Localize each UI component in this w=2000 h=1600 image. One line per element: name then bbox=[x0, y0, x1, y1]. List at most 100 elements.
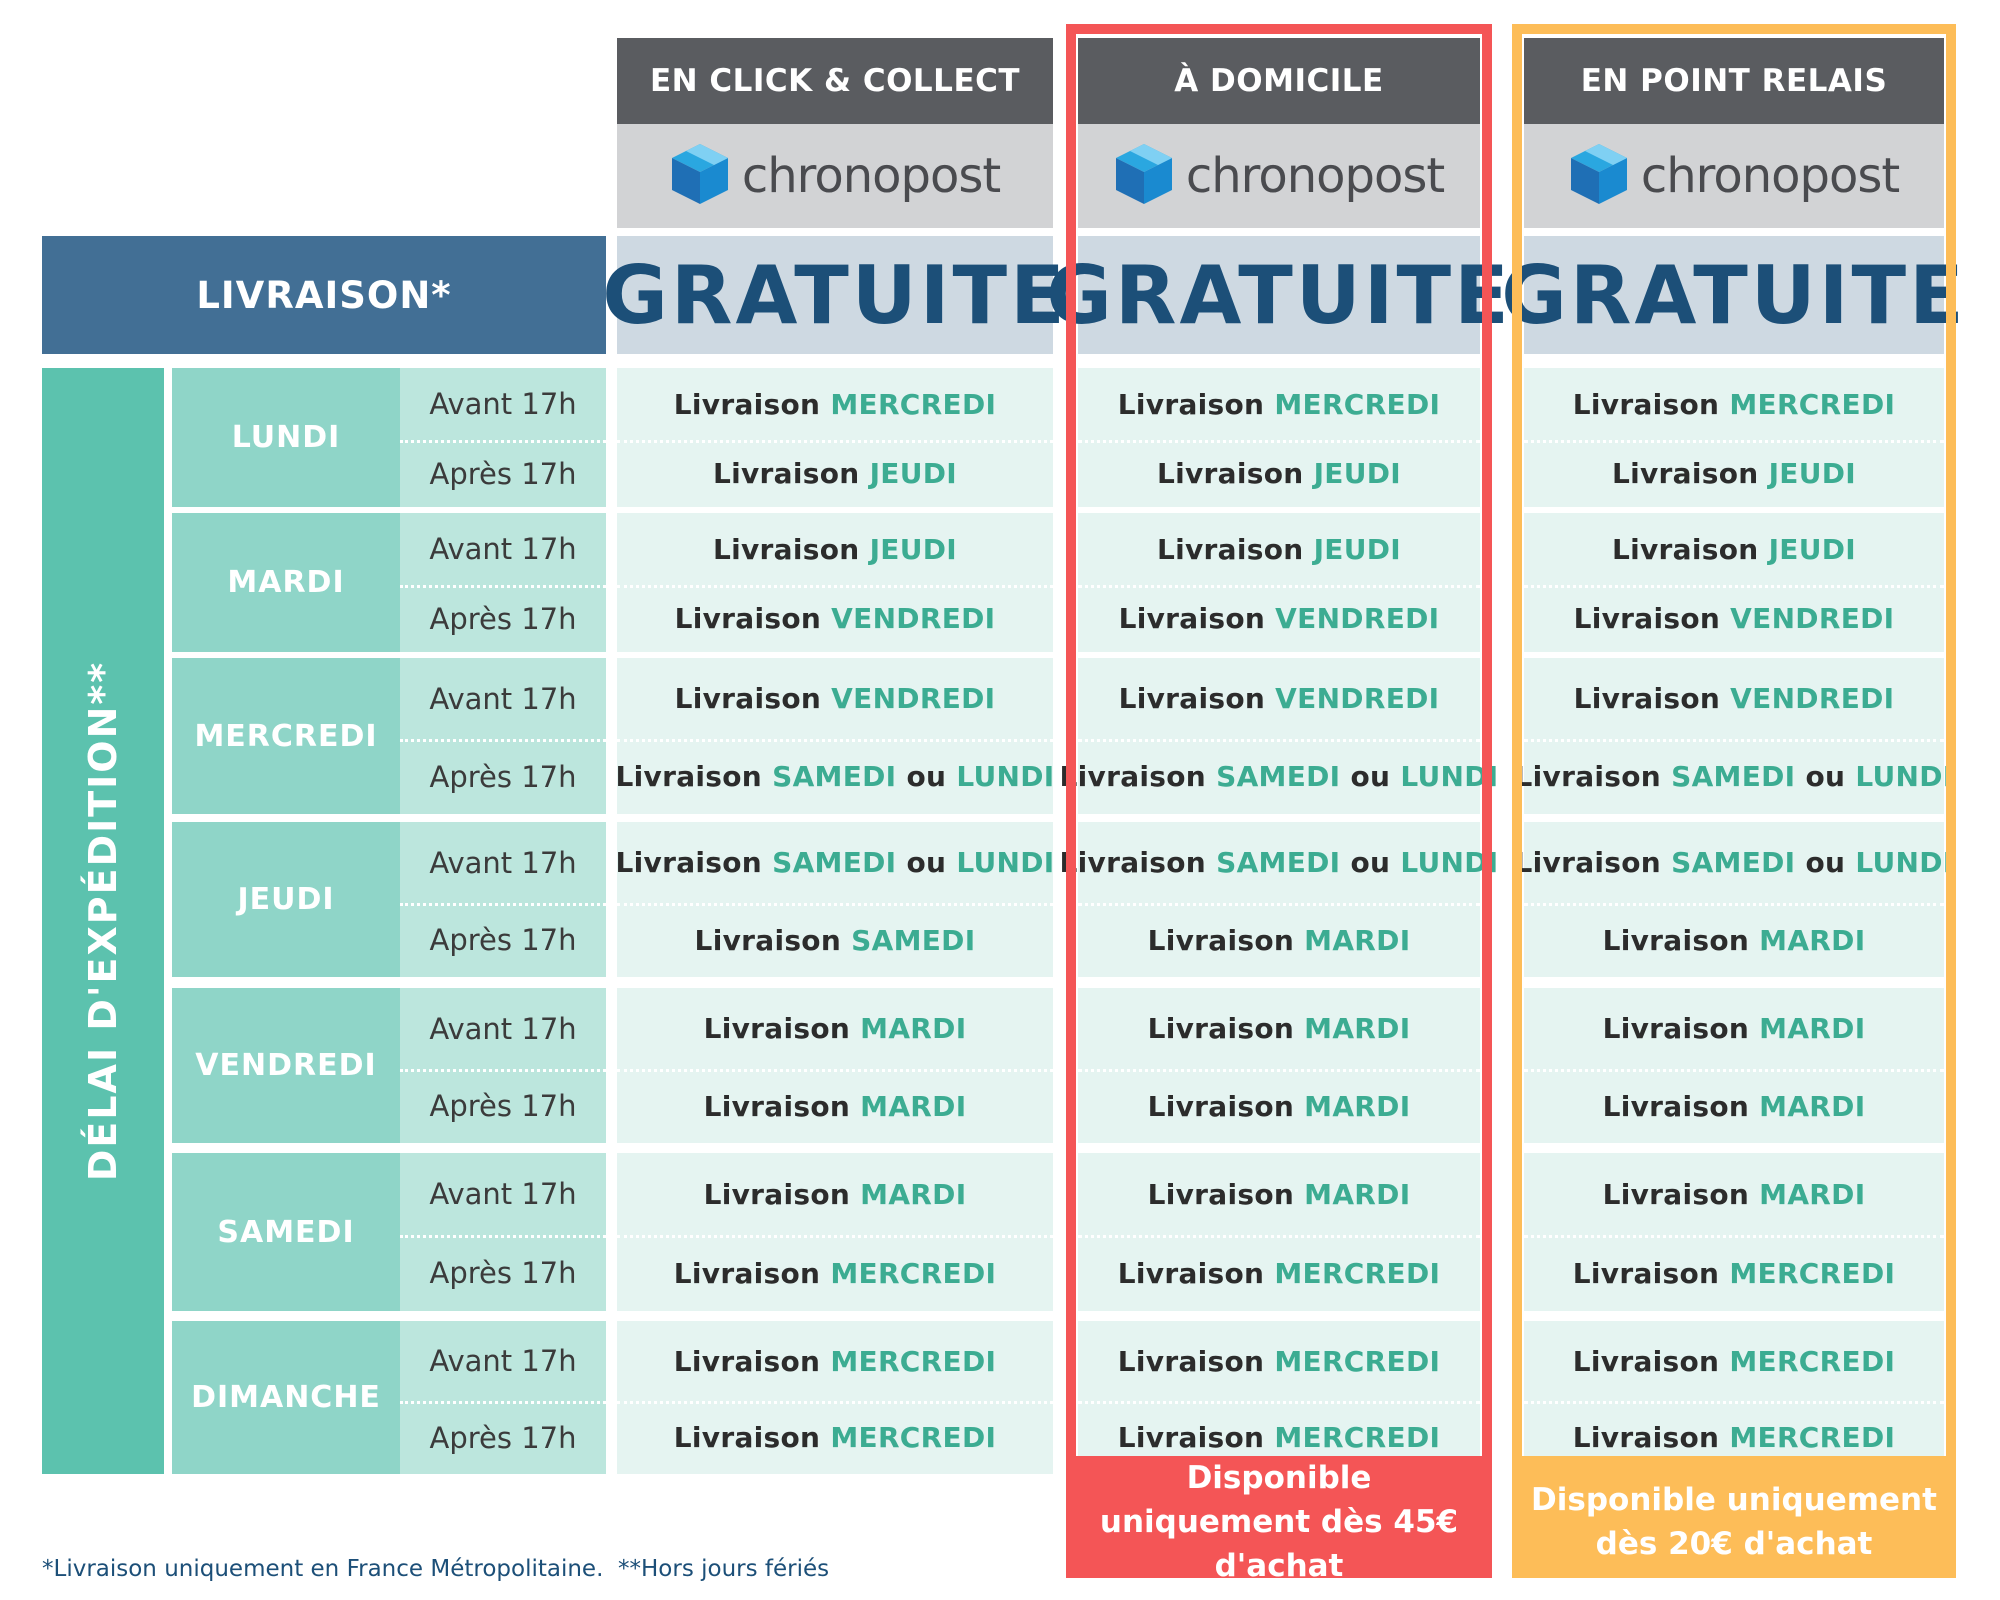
delivery-entry: Livraison JEUDI bbox=[713, 533, 957, 566]
delivery-prefix: Livraison bbox=[1059, 760, 1207, 793]
delivery-day-name: MERCREDI bbox=[1729, 387, 1896, 421]
chronopost-logo: chronopost bbox=[670, 142, 1001, 210]
delivery-day-name: JEUDI bbox=[869, 532, 958, 566]
delivery-prefix: Livraison bbox=[1572, 387, 1720, 421]
delivery-day-name: LUNDI bbox=[1855, 846, 1954, 879]
delivery-day-name: LUNDI bbox=[956, 846, 1055, 879]
delivery-day-name: MERCREDI bbox=[1274, 387, 1441, 421]
delivery-cell: Livraison MARDI Livraison MARDI bbox=[1524, 988, 1944, 1143]
delivery-after-17h: Livraison MERCREDI bbox=[1524, 1401, 1944, 1474]
delivery-cell: Livraison MERCREDI Livraison MERCREDI bbox=[617, 1321, 1053, 1474]
delivery-after-17h: Livraison VENDREDI bbox=[1078, 585, 1480, 652]
or-text: ou bbox=[1805, 760, 1846, 793]
delivery-after-17h: Livraison MERCREDI bbox=[617, 1401, 1053, 1474]
delivery-day-name: LUNDI bbox=[1400, 846, 1499, 879]
delivery-day-name: JEUDI bbox=[1768, 457, 1857, 490]
dotted-divider bbox=[400, 1069, 606, 1072]
delivery-entry: Livraison MERCREDI bbox=[674, 1421, 996, 1454]
delivery-before-17h: Livraison MARDI bbox=[1524, 1153, 1944, 1235]
delivery-entry: Livraison VENDREDI bbox=[1119, 682, 1440, 715]
delivery-day-name: JEUDI bbox=[869, 457, 958, 490]
delivery-after-17h: Livraison MARDI bbox=[1524, 903, 1944, 977]
delivery-prefix: Livraison bbox=[712, 457, 860, 490]
time-after-17h: Après 17h bbox=[429, 456, 577, 491]
delivery-day-name: MARDI bbox=[1759, 1177, 1866, 1211]
delivery-after-17h: Livraison MARDI bbox=[1078, 1069, 1480, 1143]
dotted-divider bbox=[617, 903, 1053, 906]
delivery-after-17h: Livraison SAMEDI bbox=[617, 903, 1053, 977]
delai-expedition-label: DÉLAI D'EXPÉDITION** bbox=[81, 660, 126, 1182]
delivery-day-name: SAMEDI bbox=[1216, 760, 1341, 793]
delivery-prefix: Livraison bbox=[1059, 846, 1207, 879]
time-block: Avant 17h Après 17h bbox=[400, 368, 606, 507]
delivery-after-17h: Livraison SAMEDI ou LUNDI bbox=[616, 739, 1055, 814]
delivery-cell: Livraison MERCREDI Livraison MERCREDI bbox=[1524, 1321, 1944, 1474]
chronopost-box-icon bbox=[1114, 142, 1174, 210]
time-before-17h: Avant 17h bbox=[429, 1344, 577, 1378]
delivery-entry: Livraison SAMEDI bbox=[695, 924, 976, 957]
delivery-cell: Livraison MARDI Livraison MERCREDI bbox=[617, 1153, 1053, 1311]
delivery-day-name: VENDREDI bbox=[1275, 602, 1440, 635]
logo-text: chronopost bbox=[1640, 148, 1900, 204]
delivery-after-17h: Livraison MERCREDI bbox=[1524, 1235, 1944, 1311]
delivery-entry: Livraison MERCREDI bbox=[1118, 1257, 1440, 1290]
dotted-divider bbox=[617, 1235, 1053, 1238]
delivery-day-name: LUNDI bbox=[1400, 760, 1499, 793]
delivery-prefix: Livraison bbox=[1117, 1421, 1265, 1454]
delivery-prefix: Livraison bbox=[1514, 846, 1662, 879]
delivery-prefix: Livraison bbox=[1602, 1177, 1750, 1211]
dotted-divider bbox=[617, 585, 1053, 588]
price-label: GRATUITE bbox=[1501, 236, 1964, 354]
time-after-17h: Après 17h bbox=[429, 1420, 577, 1455]
delivery-prefix: Livraison bbox=[674, 682, 822, 715]
delivery-day-name: MERCREDI bbox=[1274, 1421, 1441, 1454]
time-after-17h: Après 17h bbox=[429, 601, 577, 636]
dotted-divider bbox=[1524, 1069, 1944, 1072]
delivery-day-name: MERCREDI bbox=[1729, 1344, 1896, 1378]
dotted-divider bbox=[1524, 1401, 1944, 1404]
delivery-before-17h: Livraison VENDREDI bbox=[617, 658, 1053, 739]
delivery-entry: Livraison SAMEDI ou LUNDI bbox=[1060, 760, 1499, 793]
delivery-cell: Livraison MARDI Livraison MERCREDI bbox=[1078, 1153, 1480, 1311]
delivery-prefix: Livraison bbox=[694, 923, 842, 957]
delivery-prefix: Livraison bbox=[1117, 1256, 1265, 1290]
delivery-entry: Livraison SAMEDI ou LUNDI bbox=[616, 846, 1055, 879]
delivery-cell: Livraison VENDREDI Livraison SAMEDI ou LU… bbox=[1515, 658, 1954, 814]
delivery-day-name: VENDREDI bbox=[831, 682, 996, 715]
delivery-after-17h: Livraison MARDI bbox=[1078, 903, 1480, 977]
dotted-divider bbox=[1078, 903, 1480, 906]
delivery-entry: Livraison JEUDI bbox=[1612, 533, 1856, 566]
delivery-before-17h: Livraison VENDREDI bbox=[1524, 658, 1944, 739]
delivery-entry: Livraison MARDI bbox=[1148, 1090, 1411, 1123]
time-before-17h: Avant 17h bbox=[429, 1177, 577, 1211]
logo-text: chronopost bbox=[741, 148, 1001, 204]
dotted-divider bbox=[400, 585, 606, 588]
delivery-entry: Livraison MERCREDI bbox=[674, 1345, 996, 1378]
dotted-divider bbox=[617, 739, 1053, 742]
delivery-cell: Livraison JEUDI Livraison VENDREDI bbox=[1524, 513, 1944, 652]
time-block: Avant 17h Après 17h bbox=[400, 1321, 606, 1474]
delivery-entry: Livraison MERCREDI bbox=[1573, 1421, 1895, 1454]
chronopost-logo: chronopost bbox=[1114, 142, 1445, 210]
delivery-cell: Livraison MERCREDI Livraison JEUDI bbox=[1524, 368, 1944, 507]
dotted-divider bbox=[1524, 1235, 1944, 1238]
delivery-cell: Livraison JEUDI Livraison VENDREDI bbox=[617, 513, 1053, 652]
delivery-day-name: MERCREDI bbox=[830, 1344, 997, 1378]
chronopost-logo: chronopost bbox=[1569, 142, 1900, 210]
delivery-after-17h: Livraison SAMEDI ou LUNDI bbox=[1515, 739, 1954, 814]
delivery-prefix: Livraison bbox=[673, 1421, 821, 1454]
dotted-divider bbox=[400, 1235, 606, 1238]
delivery-entry: Livraison MARDI bbox=[1603, 1012, 1866, 1045]
delivery-before-17h: Livraison SAMEDI ou LUNDI bbox=[1515, 822, 1954, 903]
delivery-prefix: Livraison bbox=[712, 532, 860, 566]
delivery-day-name: MERCREDI bbox=[1274, 1256, 1441, 1290]
delivery-entry: Livraison VENDREDI bbox=[675, 682, 996, 715]
delivery-day-name: MERCREDI bbox=[1274, 1344, 1441, 1378]
or-text: ou bbox=[1805, 846, 1846, 879]
delivery-prefix: Livraison bbox=[703, 1012, 851, 1045]
delivery-prefix: Livraison bbox=[1118, 682, 1266, 715]
delivery-day-name: LUNDI bbox=[1855, 760, 1954, 793]
column-header: EN POINT RELAIS bbox=[1524, 38, 1944, 124]
delivery-day-name: MARDI bbox=[1759, 923, 1866, 957]
delivery-entry: Livraison MERCREDI bbox=[1118, 1421, 1440, 1454]
